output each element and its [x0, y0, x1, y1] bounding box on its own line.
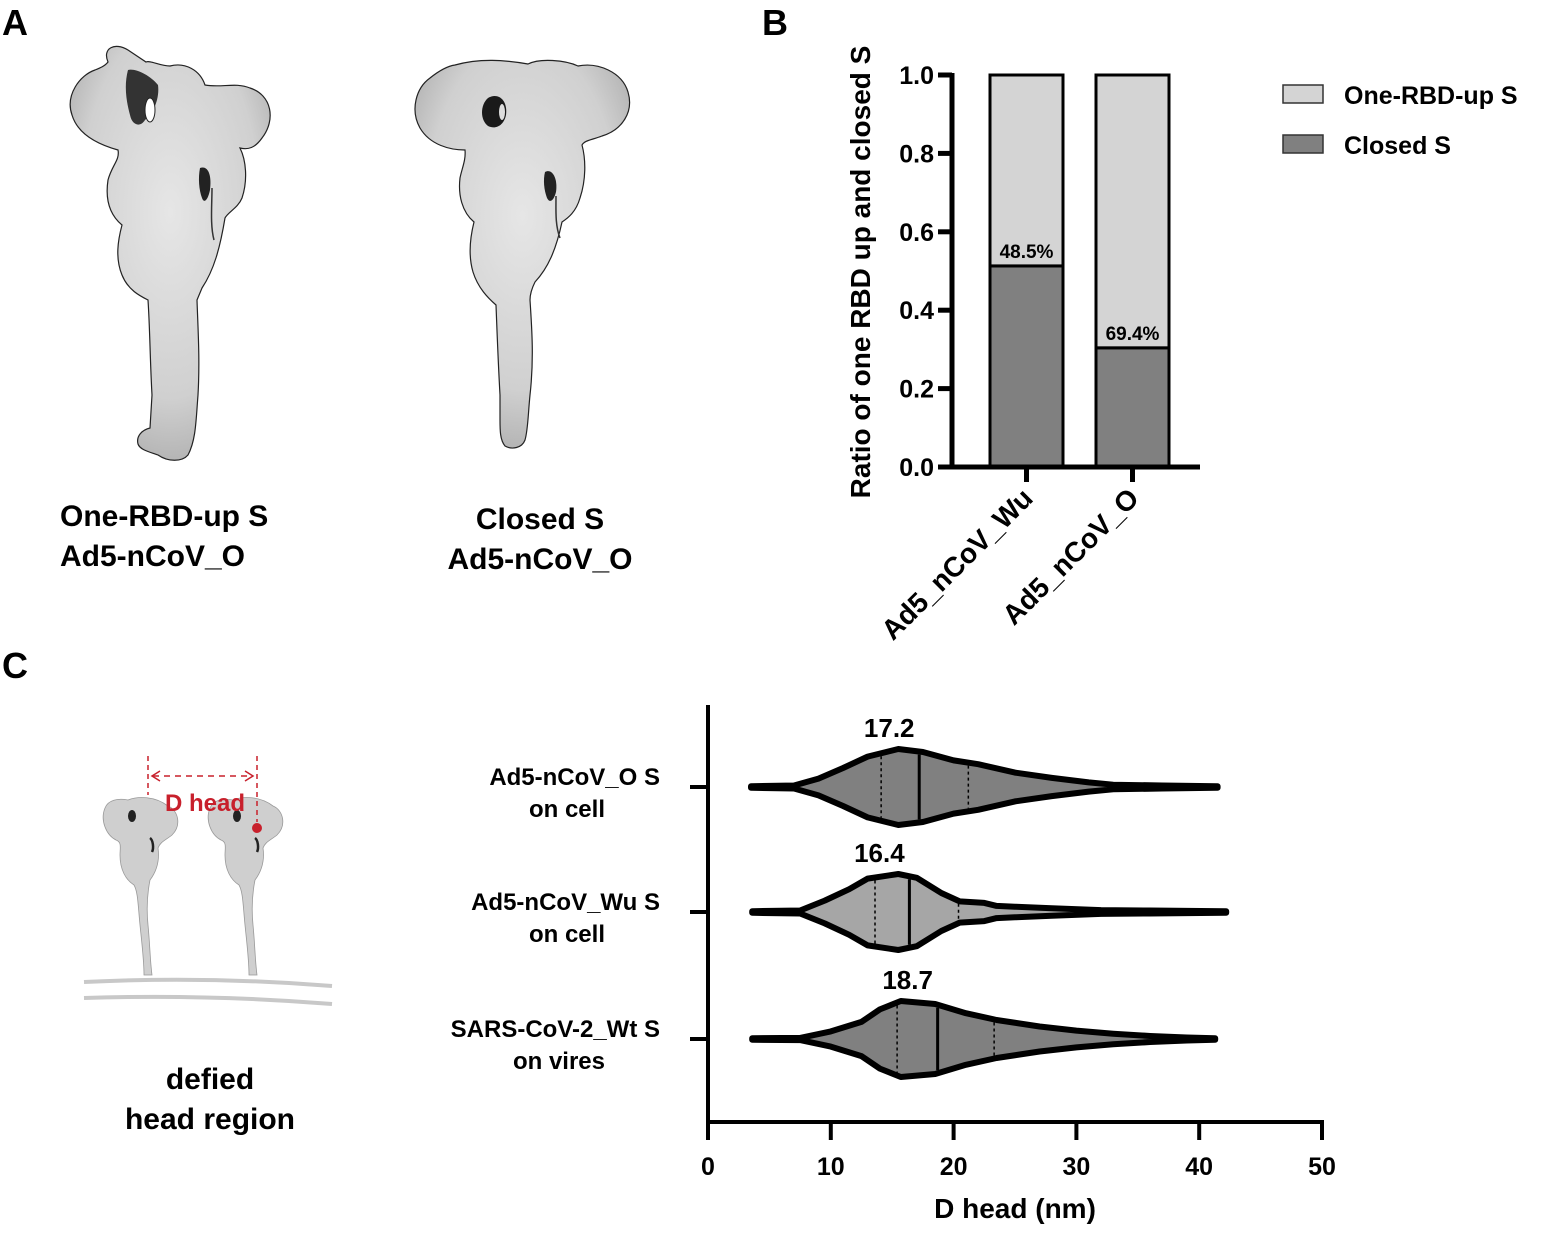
- caption-line: head region: [124, 1103, 296, 1136]
- x-tick-label: 30: [1062, 1153, 1090, 1181]
- y-tick-label: 0.6: [899, 219, 934, 247]
- x-tick-label: 10: [817, 1153, 845, 1181]
- panel-b-letter: B: [762, 2, 788, 43]
- y-tick-label: 0.4: [899, 297, 934, 325]
- bar-annotation: 48.5%: [1000, 242, 1054, 263]
- structure-caption-closed: Closed S Ad5-nCoV_O: [420, 500, 660, 580]
- median-value-label: 18.7: [882, 965, 933, 995]
- spike-right: [207, 797, 284, 976]
- median-value-label: 16.4: [854, 838, 905, 868]
- structure-closed: [414, 59, 631, 449]
- spike-left: [102, 797, 179, 976]
- bar-annotation: 69.4%: [1106, 324, 1160, 345]
- violins: 17.2 16.4 18.7: [748, 713, 1230, 1080]
- cavity-light: [499, 104, 505, 120]
- violin-body: [748, 746, 1221, 828]
- membrane-line: [83, 977, 333, 988]
- legend-swatch: [1282, 84, 1324, 104]
- stacked-bar-chart: Ratio of one RBD up and closed S 0.00.20…: [845, 46, 1518, 646]
- spike-cavity: [233, 810, 241, 822]
- spike-shape: [207, 797, 284, 976]
- caption-line: defied: [165, 1063, 255, 1096]
- legend-swatch: [1282, 134, 1324, 154]
- protein-density-map: [414, 59, 631, 449]
- spike-groove: [254, 836, 260, 853]
- x-tick-label: 40: [1185, 1153, 1213, 1181]
- structure-caption-one-rbd-up: One-RBD-up S Ad5-nCoV_O: [60, 497, 320, 577]
- violin-chart: Ad5-nCoV_O S on cell Ad5-nCoV_Wu S on cell S…: [451, 705, 1336, 1224]
- x-tick-label: 20: [940, 1153, 968, 1181]
- bar-segment-one-rbd-up-s: [1094, 73, 1171, 350]
- y-tick-label: 0.2: [899, 376, 934, 404]
- violin-body: [749, 871, 1230, 953]
- arrow-head-right-icon: [244, 770, 255, 782]
- groove: [543, 171, 557, 201]
- category-labels: Ad5-nCoV_O S on cell Ad5-nCoV_Wu S on cell S…: [451, 764, 708, 1075]
- cavity: [144, 97, 156, 123]
- x-axis-title: D head (nm): [934, 1193, 1096, 1224]
- measure-point-marker: [252, 823, 262, 833]
- bar-segment-closed-s: [988, 264, 1065, 469]
- d-head-schematic: D head: [83, 756, 333, 1006]
- category-label-line: on cell: [529, 921, 605, 948]
- schematic-caption: defied head region: [90, 1060, 330, 1140]
- y-tick-label: 1.0: [899, 62, 934, 90]
- spike-cavity: [128, 810, 136, 822]
- spike-groove: [149, 836, 155, 853]
- y-tick-label: 0.0: [899, 454, 934, 482]
- protein-density-map: [69, 45, 271, 461]
- y-axis-title: Ratio of one RBD up and closed S: [845, 46, 876, 499]
- spike-shape: [102, 797, 179, 976]
- groove: [198, 167, 211, 201]
- category-label-line: on cell: [529, 796, 605, 823]
- caption-line: Closed S: [475, 503, 605, 536]
- cavity: [482, 95, 507, 128]
- x-axis-ticks: 0 10 20 30 40 50: [701, 1122, 1336, 1181]
- legend-label: One-RBD-up S: [1344, 82, 1518, 110]
- legend: One-RBD-up S Closed S: [1282, 82, 1518, 160]
- y-tick-label: 0.8: [899, 140, 934, 168]
- category-label-line: on vires: [513, 1048, 605, 1075]
- category-label-line: SARS-CoV-2_Wt S: [451, 1016, 660, 1043]
- groove-line: [555, 195, 561, 239]
- groove-line: [210, 187, 215, 241]
- bar-segment-one-rbd-up-s: [988, 73, 1065, 268]
- panel-a-letter: A: [2, 2, 28, 43]
- category-label-line: Ad5-nCoV_Wu S: [471, 889, 660, 916]
- caption-line: Ad5-nCoV_O: [60, 540, 246, 573]
- caption-line: Ad5-nCoV_O: [447, 543, 633, 576]
- x-tick-label: 0: [701, 1153, 715, 1181]
- category-label-line: Ad5-nCoV_O S: [489, 764, 660, 791]
- arrow-head-left-icon: [150, 770, 161, 782]
- panel-c-letter: C: [2, 645, 28, 686]
- legend-label: Closed S: [1344, 132, 1451, 160]
- median-value-label: 17.2: [864, 713, 915, 743]
- bars: 48.5% 69.4%: [988, 73, 1171, 469]
- d-head-label: D head: [165, 790, 245, 817]
- bar-segment-closed-s: [1094, 346, 1171, 469]
- y-axis-ticks: 0.0 0.2 0.4 0.6 0.8 1.0: [899, 62, 952, 482]
- violin-body: [749, 998, 1219, 1080]
- x-tick-label: 50: [1308, 1153, 1336, 1181]
- structure-one-rbd-up: [69, 45, 271, 461]
- caption-line: One-RBD-up S: [60, 500, 269, 533]
- membrane-line: [83, 994, 333, 1006]
